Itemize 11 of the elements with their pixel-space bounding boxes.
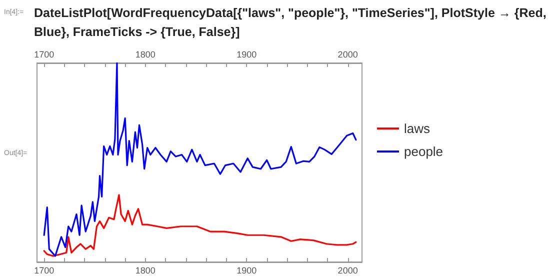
legend-label: people (404, 144, 444, 159)
x-tick-label: 1800 (135, 266, 156, 276)
x-tick-label: 2000 (338, 266, 358, 276)
x2-tick-label: 1700 (34, 50, 54, 60)
x2-tick-label: 1900 (236, 50, 257, 60)
x-tick-label: 1900 (236, 266, 257, 276)
chart-title: DateListPlot[WordFrequencyData[{"laws", "people"}, "TimeSeries"], PlotStyle → {Red, Blue}, FrameTicks -> {True, False}] (34, 5, 548, 41)
x2-tick-label: 2000 (338, 50, 358, 60)
x2-tick-label: 1800 (135, 50, 156, 60)
x-tick-label: 1700 (34, 266, 54, 276)
legend-label: laws (404, 121, 431, 136)
